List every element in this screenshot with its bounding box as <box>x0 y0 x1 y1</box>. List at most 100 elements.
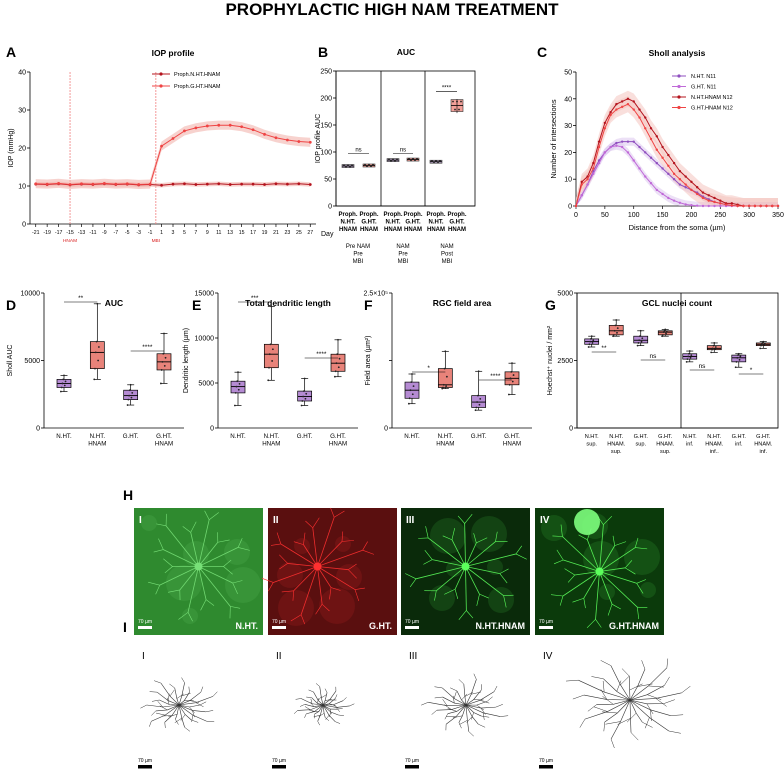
dendrite <box>465 566 480 595</box>
data-point <box>626 140 630 143</box>
dendrite <box>464 513 473 524</box>
data-point <box>620 145 624 149</box>
tracing-branch <box>629 669 646 701</box>
chart-title: GCL nuclei count <box>642 298 712 308</box>
data-point <box>626 97 630 101</box>
data-point <box>509 377 512 380</box>
x-tick-label: sup. <box>586 442 597 448</box>
dendrite <box>317 566 349 571</box>
dendrite <box>465 541 496 567</box>
data-point <box>711 347 714 350</box>
data-point <box>91 182 95 186</box>
data-point <box>597 140 601 143</box>
tracing-tile: IV 70 µm <box>539 651 691 769</box>
y-tick-label: 0 <box>36 426 40 433</box>
tracing-branch <box>628 676 631 701</box>
data-point <box>414 159 416 162</box>
data-point <box>370 165 372 168</box>
data-point <box>217 182 221 186</box>
tracing-branch <box>621 668 630 677</box>
fluorescence-blob <box>336 564 362 590</box>
dendrite <box>164 566 173 574</box>
data-point <box>60 386 63 389</box>
data-point <box>334 370 337 373</box>
tracing-branch <box>168 713 178 718</box>
data-point <box>302 390 305 392</box>
data-point <box>620 140 624 143</box>
tracing-branch <box>157 701 164 708</box>
data-point <box>476 401 479 403</box>
dendrite <box>198 566 231 607</box>
data-point <box>638 108 641 111</box>
data-point <box>160 144 163 148</box>
tracing-branch <box>450 687 458 692</box>
tracing-branch <box>306 696 312 698</box>
data-point <box>587 346 590 348</box>
tracing-branch <box>681 685 691 694</box>
x-tick-label: sup. <box>611 449 622 455</box>
data-point <box>641 337 644 340</box>
tracing-branch <box>493 685 498 692</box>
data-point <box>127 398 130 401</box>
data-point <box>97 359 100 362</box>
data-point <box>620 105 624 109</box>
data-point <box>228 123 232 127</box>
dendrite <box>362 549 375 555</box>
dendrite <box>341 531 344 542</box>
tracing-branch <box>178 704 207 722</box>
scale-bar <box>272 765 286 769</box>
data-point <box>274 136 278 140</box>
dendrite <box>167 589 180 593</box>
tracing-branch <box>293 710 298 714</box>
dendrite <box>560 524 563 537</box>
data-point <box>690 354 693 356</box>
x-tick-label: -19 <box>43 230 51 236</box>
scale-bar <box>539 765 553 769</box>
tile-numeral: I <box>142 651 145 662</box>
dendrite <box>603 515 613 525</box>
data-point <box>286 138 289 142</box>
tile-label: G.HT. <box>369 621 392 631</box>
data-point <box>80 182 83 186</box>
data-point <box>626 102 630 106</box>
dendrite <box>556 549 564 561</box>
data-point <box>696 192 699 196</box>
tracing-branch <box>500 715 509 717</box>
data-point <box>442 386 444 389</box>
x-tick-label: Proph. <box>339 212 358 218</box>
x-tick-label: HNAM <box>404 227 422 233</box>
data-point <box>667 196 670 200</box>
data-point <box>655 135 658 138</box>
tracing-tile: I 70 µm <box>138 651 218 769</box>
dendrite <box>230 606 241 609</box>
tracing-branch <box>465 704 496 709</box>
data-point <box>592 172 595 176</box>
tracing-branch <box>317 721 320 726</box>
data-point <box>724 203 728 206</box>
tracing-branch <box>325 715 330 720</box>
data-point <box>638 167 641 170</box>
data-point <box>137 183 141 186</box>
x-tick-label: -3 <box>136 230 141 236</box>
dendrite <box>317 566 356 590</box>
dendrite <box>574 571 600 576</box>
data-point <box>300 404 303 407</box>
tracing-branch <box>335 694 338 699</box>
tracing-branch <box>641 660 646 670</box>
tile-numeral: II <box>276 651 282 662</box>
tracing-branch <box>195 702 204 708</box>
y-tick-label: 10000 <box>21 291 41 298</box>
tracing-branch <box>453 691 457 699</box>
fluorescence-blob <box>487 559 503 575</box>
y-tick-label: 10 <box>564 177 572 184</box>
data-point <box>407 402 410 405</box>
dendrite <box>354 587 365 590</box>
significance-label: * <box>427 365 430 372</box>
data-point <box>686 358 689 361</box>
micrograph-tile: III N.HT.HNAM 70 µm <box>401 508 530 635</box>
data-point <box>637 342 640 344</box>
data-point <box>61 382 64 385</box>
dendrite <box>198 542 219 567</box>
significance-label: **** <box>316 351 327 358</box>
data-point <box>739 355 742 358</box>
